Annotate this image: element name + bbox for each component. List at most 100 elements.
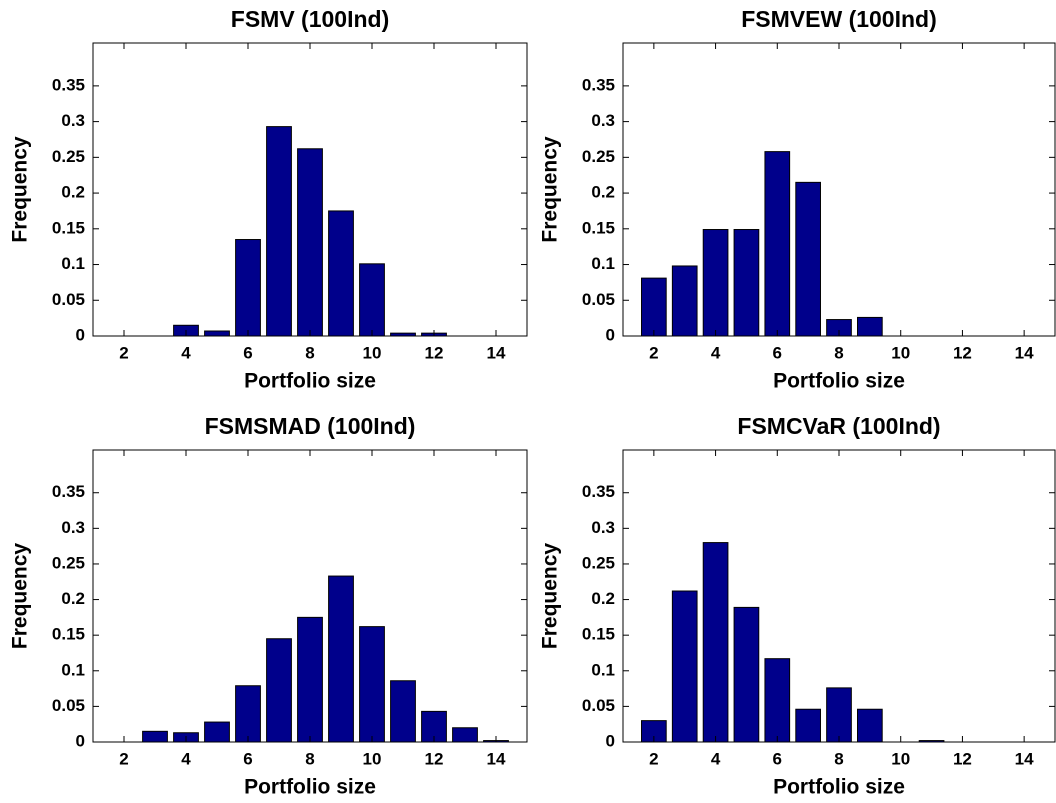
x-tick-label: 14 bbox=[1015, 343, 1034, 362]
x-tick-label: 4 bbox=[181, 749, 191, 768]
x-tick-label: 14 bbox=[487, 343, 506, 362]
x-tick-label: 12 bbox=[425, 749, 444, 768]
y-tick-label: 0.35 bbox=[582, 482, 615, 501]
x-tick-label: 12 bbox=[953, 343, 972, 362]
bar bbox=[857, 708, 883, 743]
x-tick-label: 14 bbox=[487, 749, 506, 768]
y-axis-label: Frequency bbox=[9, 543, 32, 650]
x-tick-label: 12 bbox=[425, 343, 444, 362]
y-tick-label: 0.3 bbox=[591, 518, 615, 537]
bar bbox=[266, 638, 292, 743]
bar bbox=[702, 542, 729, 743]
bar bbox=[452, 727, 478, 743]
y-tick-label: 0.25 bbox=[582, 147, 615, 166]
y-tick-label: 0.1 bbox=[61, 254, 85, 273]
y-tick-label: 0.3 bbox=[61, 518, 85, 537]
bar bbox=[671, 590, 698, 743]
y-tick-label: 0.05 bbox=[582, 696, 615, 715]
bar bbox=[235, 685, 261, 743]
y-tick-label: 0.05 bbox=[52, 696, 85, 715]
x-axis-label: Portfolio size bbox=[773, 776, 905, 799]
y-tick-label: 0.2 bbox=[61, 183, 85, 202]
y-tick-label: 0.2 bbox=[61, 589, 85, 608]
y-tick-label: 0.15 bbox=[582, 625, 615, 644]
bar bbox=[359, 263, 385, 337]
bar bbox=[795, 181, 821, 337]
y-tick-label: 0.1 bbox=[591, 254, 615, 273]
chart-title: FSMV (100Ind) bbox=[231, 6, 389, 32]
x-tick-label: 10 bbox=[891, 343, 910, 362]
y-tick-label: 0.35 bbox=[52, 75, 85, 94]
y-tick-label: 0.35 bbox=[52, 482, 85, 501]
bar bbox=[297, 148, 323, 337]
x-tick-label: 8 bbox=[834, 749, 843, 768]
bar bbox=[795, 708, 821, 743]
y-tick-label: 0 bbox=[76, 731, 85, 750]
y-tick-label: 0.3 bbox=[591, 111, 615, 130]
bar bbox=[359, 626, 385, 743]
bar bbox=[328, 210, 354, 337]
bar bbox=[857, 316, 883, 337]
x-tick-label: 2 bbox=[649, 343, 658, 362]
y-tick-label: 0.25 bbox=[52, 553, 85, 572]
x-tick-label: 10 bbox=[363, 749, 382, 768]
y-tick-label: 0.25 bbox=[52, 147, 85, 166]
y-tick-label: 0.15 bbox=[52, 218, 85, 237]
x-tick-label: 10 bbox=[363, 343, 382, 362]
y-tick-label: 0.15 bbox=[52, 625, 85, 644]
y-tick-label: 0.1 bbox=[591, 660, 615, 679]
x-tick-label: 8 bbox=[305, 343, 314, 362]
bar bbox=[204, 721, 230, 743]
bar bbox=[142, 730, 168, 743]
bar bbox=[390, 680, 416, 743]
x-tick-label: 6 bbox=[773, 749, 782, 768]
x-axis-label: Portfolio size bbox=[244, 776, 376, 799]
bar bbox=[764, 151, 791, 337]
y-tick-label: 0 bbox=[606, 325, 615, 344]
chart-title: FSMCVaR (100Ind) bbox=[737, 413, 940, 439]
x-tick-label: 6 bbox=[243, 343, 252, 362]
bar bbox=[826, 687, 852, 743]
bar bbox=[733, 606, 760, 743]
bar bbox=[702, 229, 729, 337]
x-tick-label: 2 bbox=[119, 749, 128, 768]
x-tick-label: 6 bbox=[243, 749, 252, 768]
x-tick-label: 2 bbox=[119, 343, 128, 362]
y-axis-label: Frequency bbox=[9, 136, 32, 243]
x-tick-label: 4 bbox=[711, 749, 721, 768]
x-axis-label: Portfolio size bbox=[244, 370, 376, 393]
y-tick-label: 0.05 bbox=[582, 290, 615, 309]
y-tick-label: 0.15 bbox=[582, 218, 615, 237]
bar bbox=[297, 616, 323, 743]
y-tick-label: 0.2 bbox=[591, 589, 615, 608]
bar bbox=[204, 330, 230, 337]
y-tick-label: 0.25 bbox=[582, 553, 615, 572]
y-tick-label: 0 bbox=[606, 731, 615, 750]
y-tick-label: 0.2 bbox=[591, 183, 615, 202]
bar bbox=[671, 265, 698, 337]
y-tick-label: 0.35 bbox=[582, 75, 615, 94]
bar bbox=[641, 277, 667, 337]
y-tick-label: 0.05 bbox=[52, 290, 85, 309]
x-tick-label: 8 bbox=[834, 343, 843, 362]
x-tick-label: 6 bbox=[773, 343, 782, 362]
bar bbox=[328, 575, 354, 743]
x-tick-label: 12 bbox=[953, 749, 972, 768]
y-tick-label: 0 bbox=[76, 325, 85, 344]
y-axis-label: Frequency bbox=[539, 136, 562, 243]
x-tick-label: 8 bbox=[305, 749, 314, 768]
chart-title: FSMVEW (100Ind) bbox=[741, 6, 937, 32]
bar bbox=[764, 658, 791, 743]
bar bbox=[266, 126, 292, 337]
y-axis-label: Frequency bbox=[539, 543, 562, 650]
x-tick-label: 2 bbox=[649, 749, 658, 768]
bar bbox=[235, 239, 261, 337]
y-tick-label: 0.1 bbox=[61, 660, 85, 679]
x-tick-label: 4 bbox=[711, 343, 721, 362]
x-tick-label: 10 bbox=[891, 749, 910, 768]
x-tick-label: 4 bbox=[181, 343, 191, 362]
x-axis-label: Portfolio size bbox=[773, 370, 905, 393]
x-tick-label: 14 bbox=[1015, 749, 1034, 768]
y-tick-label: 0.3 bbox=[61, 111, 85, 130]
